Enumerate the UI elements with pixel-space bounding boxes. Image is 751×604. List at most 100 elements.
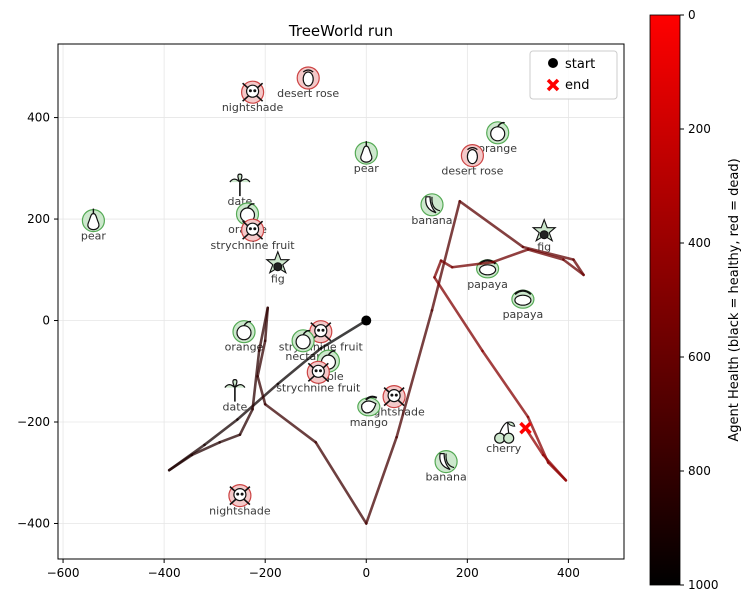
y-axis: −400 −200 0 200 400	[17, 111, 58, 530]
item-label: strychnine fruit	[211, 239, 296, 252]
item-label: papaya	[467, 278, 508, 291]
colorbar: 0 200 400 600 800 1000 Agent Health (black = …	[649, 8, 742, 592]
trajectory-segment	[433, 276, 484, 353]
legend-end-label: end	[565, 78, 590, 93]
skull-icon	[241, 218, 265, 242]
orange-icon	[232, 320, 256, 344]
trajectory-segment	[526, 248, 565, 261]
colorbar-tick-label: 400	[688, 236, 711, 250]
end-marker	[519, 421, 532, 435]
x-tick-label: −400	[148, 566, 181, 580]
x-tick-label: 200	[456, 566, 479, 580]
item-label: papaya	[503, 308, 544, 321]
chart-title: TreeWorld run	[288, 22, 393, 40]
colorbar-tick-label: 0	[688, 8, 696, 22]
trajectory-segment	[491, 248, 530, 264]
item-label: orange	[478, 142, 517, 155]
colorbar-tick-label: 800	[688, 464, 711, 478]
trajectory-line	[167, 199, 585, 525]
orange-icon	[291, 329, 315, 353]
item-label: desert rose	[277, 87, 339, 100]
x-tick-label: −200	[249, 566, 282, 580]
trajectory-segment	[395, 309, 434, 439]
x-tick-label: 400	[557, 566, 580, 580]
cherry-icon	[494, 421, 516, 444]
trajectory-segment	[521, 245, 575, 261]
trajectory-segment	[236, 382, 280, 421]
plot-frame	[57, 43, 625, 560]
legend-end-marker	[546, 78, 560, 92]
trajectory-segment	[481, 349, 530, 419]
colorbar-ticks: 0 200 400 600 800 1000	[680, 8, 719, 592]
palm-icon	[229, 173, 251, 197]
fig-icon	[265, 250, 291, 275]
palm-icon	[224, 379, 246, 402]
x-tick-label: 0	[362, 566, 370, 580]
item-label: pear	[81, 230, 106, 243]
trajectory-segment	[430, 199, 462, 312]
colorbar-gradient	[649, 14, 681, 586]
trajectory-segment	[190, 441, 222, 457]
trajectory-segment	[218, 433, 242, 444]
item-label: nectar	[285, 350, 321, 363]
y-tick-label: −400	[17, 516, 50, 530]
skull-icon	[228, 484, 252, 508]
item-label: nightshade	[222, 101, 284, 114]
start-marker	[361, 315, 372, 326]
item-label: orange	[225, 341, 264, 354]
item-label: nightshade	[209, 505, 271, 518]
colorbar-tick-label: 600	[688, 350, 711, 364]
item-label: mango	[350, 416, 388, 429]
trajectory-segment	[433, 259, 443, 279]
pear-icon	[81, 208, 106, 233]
colorbar-label: Agent Health (black = healthy, red = dea…	[727, 158, 742, 441]
y-tick-label: 0	[42, 314, 50, 328]
item-label: banana	[411, 214, 452, 227]
pear-icon	[354, 141, 378, 165]
y-tick-label: 200	[27, 212, 50, 226]
item-label: date	[222, 401, 247, 414]
trajectory-segment	[276, 347, 323, 386]
trajectory-segment	[203, 418, 239, 447]
item-label: desert rose	[441, 165, 503, 178]
banana-icon	[434, 450, 458, 474]
trajectory-segment	[167, 453, 194, 472]
trajectory-segment	[458, 199, 525, 249]
colorbar-tick-label: 200	[688, 122, 711, 136]
trajectory-segment	[364, 435, 398, 525]
banana-icon	[420, 193, 444, 217]
item-label: cherry	[486, 442, 522, 455]
legend-start-marker	[548, 58, 558, 68]
trajectory-segment	[319, 319, 368, 350]
item-label: pear	[354, 162, 379, 175]
grid	[58, 44, 624, 559]
legend: start end	[529, 50, 618, 100]
item-label: fig	[271, 273, 285, 286]
x-tick-label: −600	[47, 566, 80, 580]
papaya-icon	[511, 289, 535, 309]
trajectory-segment	[256, 375, 267, 406]
item-label: strychnine fruit	[276, 381, 361, 394]
desert-rose-icon	[296, 66, 320, 90]
item-label: banana	[426, 471, 467, 484]
orange-icon	[486, 121, 510, 145]
y-tick-label: −200	[17, 415, 50, 429]
skull-icon	[306, 360, 330, 384]
x-axis: −600 −400 −200 0 200 400	[47, 559, 580, 580]
skull-icon	[382, 385, 406, 409]
skull-icon	[241, 80, 265, 104]
legend-start-label: start	[565, 57, 595, 72]
desert-rose-icon	[460, 144, 484, 168]
trajectory-segment	[263, 306, 270, 343]
start-end-markers	[361, 315, 532, 435]
y-tick-label: 400	[27, 111, 50, 125]
trajectory-segment	[439, 259, 454, 269]
trajectory-segment	[314, 441, 368, 525]
trajectory-segment	[256, 339, 267, 378]
trajectory-segment	[238, 408, 254, 436]
mango-icon	[357, 395, 381, 417]
trajectory-segment	[541, 453, 568, 482]
trajectory-segment	[450, 260, 494, 269]
